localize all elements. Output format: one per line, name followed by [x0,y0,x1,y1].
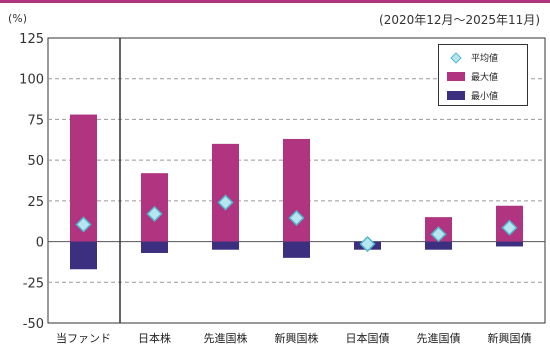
x-category-label: 先進国債 [417,331,461,345]
legend-average-marker [450,51,462,64]
max-bar [283,138,310,242]
legend-item-max: 最大値 [447,70,498,83]
x-category-label: 新興国債 [488,331,532,345]
min-bar [425,241,452,250]
x-category-label: 先進国株 [204,331,248,345]
x-category-label: 当ファンド [56,331,111,345]
legend-min-swatch [447,91,465,100]
average-marker [501,219,518,236]
legend-item-min: 最小値 [447,89,498,102]
legend-max-label: 最大値 [471,73,499,83]
top-accent-rule [0,0,550,3]
x-category-label: 日本株 [138,331,171,345]
x-category-label: 新興国株 [275,331,319,345]
average-marker [359,235,376,253]
average-marker [288,209,305,227]
y-axis-unit: (%) [8,12,28,25]
legend: 平均値 最大値 最小値 [438,44,528,106]
legend-item-average: 平均値 [447,51,498,64]
y-tick-label: -25 [23,276,44,291]
y-tick-label: 75 [27,113,44,128]
y-tick-label: 25 [27,195,44,210]
y-tick-label: 0 [36,236,44,251]
legend-min-label: 最小値 [471,92,499,102]
average-marker [75,216,92,233]
y-tick-label: 125 [19,32,44,47]
legend-max-swatch [447,72,465,81]
average-marker [430,226,447,243]
y-tick-label: 100 [19,73,44,88]
period-label: (2020年12月～2025年11月) [379,13,540,27]
max-bar [212,143,239,242]
average-marker [146,205,163,222]
y-tick-label: 50 [27,154,44,169]
min-bar [212,241,239,250]
y-tick-label: -50 [23,317,44,332]
average-marker [217,194,234,211]
legend-average-label: 平均値 [471,54,499,64]
x-category-label: 日本国債 [346,331,390,345]
min-bar [283,241,310,258]
min-bar [496,241,523,247]
min-bar [70,241,97,270]
plot-border [47,37,546,324]
min-bar [141,241,168,253]
